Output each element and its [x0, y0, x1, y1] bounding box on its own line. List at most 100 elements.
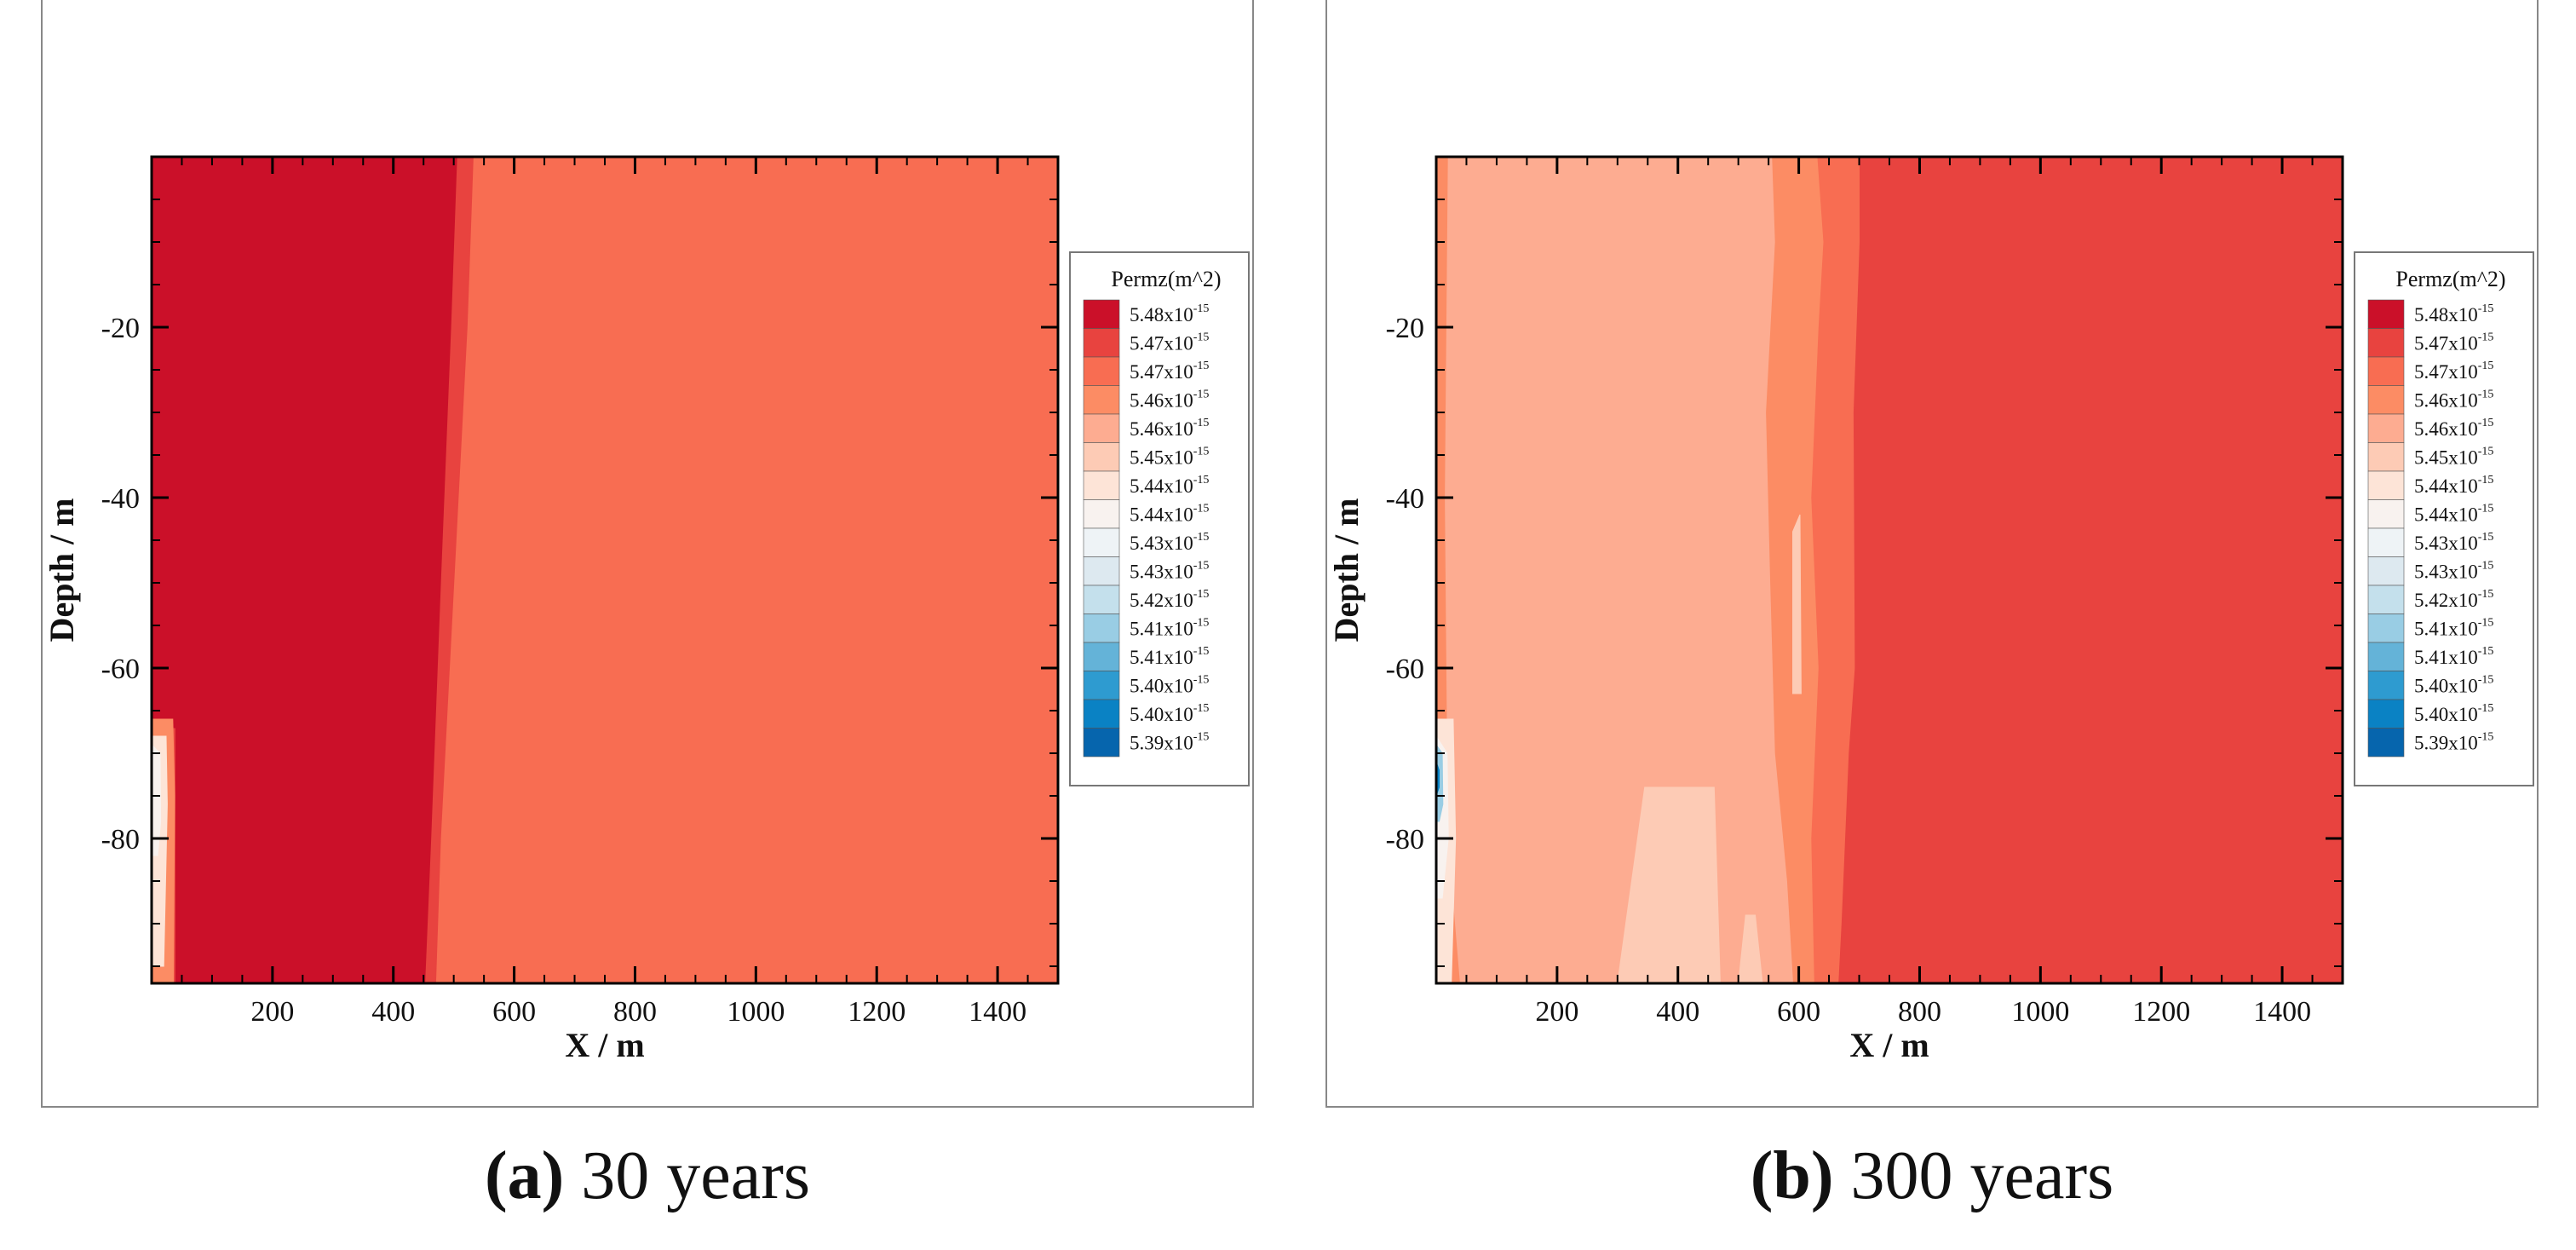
caption-a: (a) 30 years: [41, 1138, 1254, 1215]
legend-label: 5.48x10-15: [2414, 302, 2493, 325]
legend-label-mantissa: 5.47x10: [2414, 332, 2478, 354]
legend-label: 5.48x10-15: [1130, 302, 1209, 325]
legend-label-exponent: -15: [1193, 360, 1210, 372]
x-axis-title: X / m: [1849, 1026, 1929, 1064]
legend-label: 5.45x10-15: [1130, 445, 1209, 468]
legend-swatch: [1083, 585, 1120, 614]
legend-label-mantissa: 5.45x10: [2414, 446, 2478, 468]
contour-regions: [152, 157, 1058, 983]
legend-label-exponent: -15: [2478, 388, 2494, 400]
legend-label-mantissa: 5.43x10: [2414, 561, 2478, 582]
legend-label: 5.39x10-15: [1130, 730, 1209, 753]
legend-label: 5.44x10-15: [2414, 474, 2493, 497]
legend: Permz(m^2)5.48x10-155.47x10-155.47x10-15…: [1069, 251, 1250, 786]
legend-label-mantissa: 5.39x10: [1130, 732, 1193, 753]
x-tick-label: 600: [1777, 996, 1820, 1028]
legend-label: 5.40x10-15: [1130, 702, 1209, 725]
contour-region: [1445, 157, 1794, 983]
y-tick-label: -20: [1386, 313, 1424, 344]
y-tick-label: -60: [101, 654, 140, 685]
legend-label-exponent: -15: [1193, 331, 1210, 343]
legend-label-mantissa: 5.39x10: [2414, 732, 2478, 753]
legend-swatch: [2367, 328, 2405, 358]
contour-plot-a: 200 400 600 800 1000 1200 1400 -20 -40 -60 -80 X / …: [43, 155, 1250, 1064]
legend-label-mantissa: 5.42x10: [2414, 590, 2478, 611]
legend-swatch: [2367, 442, 2405, 472]
legend-label-mantissa: 5.47x10: [1130, 361, 1193, 383]
legend-label: 5.46x10-15: [1130, 417, 1209, 440]
legend-label-exponent: -15: [1193, 531, 1210, 544]
y-tick-label: -40: [101, 483, 140, 515]
legend-label-mantissa: 5.41x10: [2414, 618, 2478, 639]
caption-b-letter: (b): [1750, 1138, 1834, 1213]
contour-region: [152, 157, 457, 983]
legend-title: Permz(m^2): [2395, 267, 2505, 291]
legend-label: 5.43x10-15: [1130, 559, 1209, 582]
legend-swatch: [2367, 556, 2405, 586]
legend-label-exponent: -15: [2478, 616, 2494, 629]
x-tick-label: 800: [1898, 996, 1941, 1028]
legend-label: 5.47x10-15: [2414, 331, 2493, 354]
contour-region: [1738, 914, 1763, 983]
legend-label: 5.44x10-15: [1130, 502, 1209, 525]
legend-label-mantissa: 5.40x10: [1130, 704, 1193, 725]
legend-label-exponent: -15: [2478, 360, 2494, 372]
legend-swatch: [1083, 556, 1120, 586]
contour-region: [1617, 786, 1721, 983]
legend-swatch: [1083, 728, 1120, 757]
legend-label-exponent: -15: [1193, 302, 1210, 315]
legend-label-mantissa: 5.40x10: [1130, 675, 1193, 696]
legend-label-mantissa: 5.46x10: [2414, 418, 2478, 440]
legend-label-exponent: -15: [1193, 559, 1210, 572]
legend-label: 5.44x10-15: [2414, 502, 2493, 525]
legend-label: 5.47x10-15: [1130, 360, 1209, 383]
legend-label: 5.46x10-15: [2414, 388, 2493, 411]
y-tick-label: -60: [1386, 654, 1424, 685]
legend-swatch: [1083, 699, 1120, 729]
legend-label-mantissa: 5.46x10: [1130, 389, 1193, 411]
x-tick-label: 1000: [2011, 996, 2069, 1028]
panel-b: 200 400 600 800 1000 1200 1400 -20 -40 -60 -80 X / …: [1325, 0, 2539, 1108]
legend-label: 5.43x10-15: [1130, 531, 1209, 554]
legend: Permz(m^2)5.48x10-155.47x10-155.47x10-15…: [2354, 251, 2534, 786]
legend-label-exponent: -15: [2478, 531, 2494, 544]
legend-label-exponent: -15: [2478, 445, 2494, 458]
legend-swatch: [2367, 499, 2405, 529]
legend-label-exponent: -15: [1193, 388, 1210, 400]
legend-label: 5.46x10-15: [1130, 388, 1209, 411]
legend-label: 5.40x10-15: [1130, 673, 1209, 696]
y-tick-label: -20: [101, 313, 140, 344]
legend-label-exponent: -15: [1193, 645, 1210, 658]
x-tick-label: 800: [613, 996, 657, 1028]
contour-regions: [1436, 157, 2343, 983]
legend-label: 5.45x10-15: [2414, 445, 2493, 468]
legend-label-mantissa: 5.46x10: [1130, 418, 1193, 440]
caption-b: (b) 300 years: [1325, 1138, 2539, 1215]
legend-label-mantissa: 5.48x10: [2414, 304, 2478, 325]
legend-swatch: [1083, 413, 1120, 443]
legend-label: 5.43x10-15: [2414, 559, 2493, 582]
legend-swatch: [1083, 671, 1120, 700]
x-tick-label: 1200: [2132, 996, 2190, 1028]
legend-label-exponent: -15: [2478, 502, 2494, 515]
contour-plot-b: 200 400 600 800 1000 1200 1400 -20 -40 -60 -80 X / …: [1327, 155, 2534, 1064]
legend-swatch: [2367, 385, 2405, 415]
legend-swatch: [2367, 527, 2405, 557]
legend-swatch: [2367, 470, 2405, 500]
legend-label-mantissa: 5.41x10: [2414, 647, 2478, 668]
legend-label-exponent: -15: [2478, 588, 2494, 601]
x-tick-label: 1000: [727, 996, 785, 1028]
legend-label-mantissa: 5.41x10: [1130, 618, 1193, 639]
legend-label-mantissa: 5.43x10: [1130, 533, 1193, 554]
legend-label-exponent: -15: [1193, 588, 1210, 601]
legend-swatch: [1083, 470, 1120, 500]
legend-label-exponent: -15: [1193, 616, 1210, 629]
x-tick-label: 400: [371, 996, 415, 1028]
y-tick-label: -80: [1386, 824, 1424, 855]
legend-label-exponent: -15: [2478, 559, 2494, 572]
legend-label-exponent: -15: [2478, 673, 2494, 686]
x-tick-label: 200: [250, 996, 294, 1028]
legend-swatch: [1083, 613, 1120, 643]
legend-label-mantissa: 5.44x10: [2414, 475, 2478, 497]
legend-swatch: [1083, 499, 1120, 529]
